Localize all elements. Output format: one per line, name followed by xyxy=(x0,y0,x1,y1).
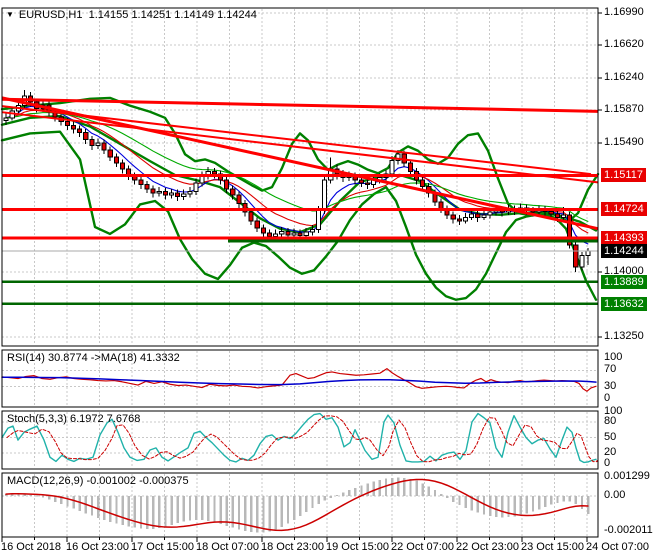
price-axis-label: 1.16990 xyxy=(604,6,644,18)
time-axis-label: 22 Oct 23:00 xyxy=(456,541,519,553)
price-level-badge: 1.14244 xyxy=(601,243,647,258)
chart-title: ▼ EURUSD,H1 1.14155 1.14251 1.14149 1.142… xyxy=(6,9,257,21)
macd-indicator-label: MACD(12,26,9) -0.001002 -0.000375 xyxy=(7,475,189,487)
rsi-scale-label: 70 xyxy=(604,363,617,376)
time-axis-label: 18 Oct 07:00 xyxy=(196,541,259,553)
price-axis-label: 1.16620 xyxy=(604,38,644,51)
price-axis-label: 1.15490 xyxy=(604,135,644,148)
stoch-scale-label: 100 xyxy=(604,404,623,417)
time-axis-label: 23 Oct 15:00 xyxy=(521,541,584,553)
stoch-scale-label: 20 xyxy=(604,446,617,459)
price-level-badge: 1.13632 xyxy=(601,296,647,311)
rsi-scale-label: 100 xyxy=(604,351,623,363)
stoch-scale-label: 80 xyxy=(604,414,617,427)
time-axis-label: 17 Oct 15:00 xyxy=(131,541,194,553)
stochastic-indicator-label: Stoch(5,3,3) 6.1972 7.6768 xyxy=(7,413,141,425)
macd-scale-label: -0.002011 xyxy=(604,524,653,536)
rsi-scale-label: 0 xyxy=(604,392,611,404)
time-axis-label: 22 Oct 07:00 xyxy=(391,541,454,553)
price-level-badge: 1.14393 xyxy=(601,230,647,245)
stoch-scale-label: 50 xyxy=(604,430,617,443)
symbol-label: EURUSD,H1 xyxy=(18,9,83,21)
price-axis-label: 1.14000 xyxy=(604,265,644,278)
stoch-scale-label: 0 xyxy=(604,456,611,469)
price-level-badge: 1.13889 xyxy=(601,274,647,289)
time-axis-label: 24 Oct 07:00 xyxy=(586,541,649,553)
time-axis-label: 19 Oct 15:00 xyxy=(326,541,389,553)
time-axis-label: 18 Oct 23:00 xyxy=(261,541,324,553)
time-axis-label: 16 Oct 2018 xyxy=(1,541,61,553)
price-level-badge: 1.14724 xyxy=(601,202,647,217)
rsi-scale-label: 30 xyxy=(604,379,617,392)
price-axis-label: 1.15870 xyxy=(604,103,644,116)
price-axis-label: 1.16240 xyxy=(604,70,644,83)
symbol-menu-arrow-icon[interactable]: ▼ xyxy=(6,10,14,19)
macd-scale-label: 0.001299 xyxy=(604,470,650,482)
price-level-badge: 1.15117 xyxy=(601,168,646,183)
time-axis-label: 16 Oct 23:00 xyxy=(66,541,129,553)
price-axis-label: 1.13250 xyxy=(604,329,644,342)
ohlc-quotes: 1.14155 1.14251 1.14149 1.14244 xyxy=(88,9,257,21)
rsi-indicator-label: RSI(14) 30.8774 ->MA(18) 41.3332 xyxy=(7,352,180,364)
macd-scale-label: 0.00 xyxy=(604,489,626,501)
